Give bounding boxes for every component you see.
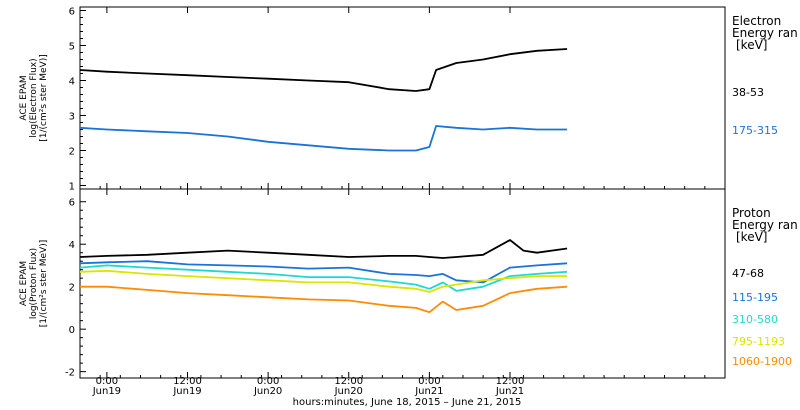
xtick-date-label: Jun19 (92, 386, 121, 397)
electron-ytick-label: 2 (69, 147, 75, 158)
electron-plot-frame (79, 6, 726, 190)
proton-ylabel-line-2: log(Proton Flux) (29, 248, 39, 319)
proton-ytick-label: 6 (69, 198, 75, 209)
legend-electron-38-53: 38-53 (732, 86, 764, 99)
proton-legend-title: Proton Energy ran [keV] (732, 207, 800, 243)
legend-proton-795-1193: 795-1193 (732, 335, 785, 348)
electron-series-175-315 (79, 125, 568, 152)
proton-ytick-label: 2 (69, 283, 75, 294)
electron-ylabel-line-2: log(Electron Flux) (29, 58, 39, 137)
xtick-date-label: Jun21 (414, 386, 443, 397)
xtick-date-label: Jun20 (253, 386, 282, 397)
xtick-time-label: 12:00 (173, 376, 202, 387)
electron-legend-title-line-3: [keV] (736, 38, 768, 51)
proton-ytick-label: 4 (69, 240, 75, 251)
electron-series-38-53 (79, 48, 568, 92)
xtick-time-label: 0:00 (418, 376, 440, 387)
proton-legend-title-line-3: [keV] (736, 230, 768, 243)
proton-panel: -2 0 2 4 6 ACE EPAM log(Proton Flux) [1/(cm²s s… (19, 188, 726, 379)
electron-ylabel-line-1: ACE EPAM (19, 75, 29, 120)
legend-electron-175-315: 175-315 (732, 124, 778, 137)
x-axis-label: hours:minutes, June 18, 2015 – June 21, … (293, 397, 522, 408)
proton-series-47-68 (79, 239, 568, 259)
electron-panel: 1 2 3 4 5 6 ACE EPAM log(Electron Flux) [1/(cm²s… (19, 6, 726, 193)
electron-ylabel-line-3: [1/(cm²s ster MeV)] (39, 54, 49, 141)
proton-series-310-580 (79, 264, 568, 292)
xtick-date-label: Jun21 (495, 386, 524, 397)
proton-ytick-label: -2 (65, 368, 75, 379)
xtick-time-label: 0:00 (96, 376, 118, 387)
xtick-time-label: 12:00 (496, 376, 525, 387)
proton-legend-title-line-1: Proton (732, 207, 771, 220)
proton-series-1060-1900 (80, 285, 568, 314)
electron-ytick-label: 3 (69, 112, 75, 123)
xtick-date-label: Jun20 (334, 386, 363, 397)
proton-series-115-195 (79, 260, 568, 284)
legend-proton-1060-1900: 1060-1900 (732, 355, 792, 368)
electron-ytick-label: 6 (69, 7, 75, 18)
legend-proton-115-195: 115-195 (732, 291, 778, 304)
electron-legend-title-line-2: Energy ran (732, 26, 798, 40)
electron-ytick-label: 4 (69, 77, 75, 88)
xtick-time-label: 0:00 (257, 376, 279, 387)
electron-ytick-label: 5 (69, 42, 75, 53)
proton-ytick-label: 0 (69, 325, 75, 336)
legend-proton-310-580: 310-580 (732, 313, 778, 326)
xtick-date-label: Jun19 (172, 386, 201, 397)
proton-ylabel-line-3: [1/(cm²s ster MeV)] (39, 240, 49, 327)
time-axis: 0:00Jun1912:00Jun190:00Jun2012:00Jun200:… (79, 7, 726, 397)
xtick-time-label: 12:00 (334, 376, 363, 387)
proton-ylabel-line-1: ACE EPAM (19, 261, 29, 306)
electron-legend-title-line-1: Electron (732, 15, 782, 28)
legend-proton-47-68: 47-68 (732, 267, 764, 280)
electron-ytick-label: 1 (69, 182, 75, 193)
electron-legend-title: Electron Energy ran [keV] (732, 15, 800, 51)
proton-series-795-1193 (79, 269, 568, 293)
proton-legend-title-line-2: Energy ran (732, 218, 798, 232)
